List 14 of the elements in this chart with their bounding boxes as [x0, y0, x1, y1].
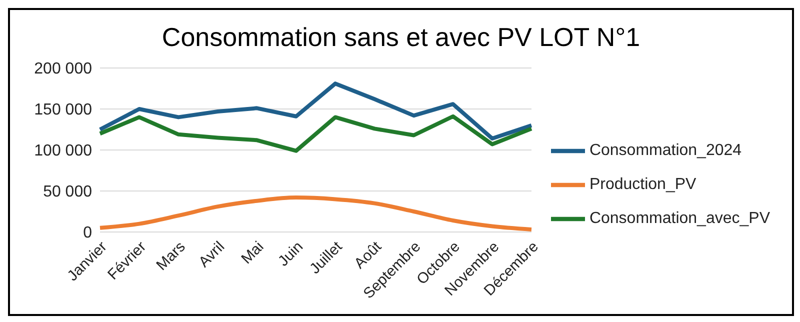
legend-label: Production_PV	[589, 176, 696, 194]
legend-label: Consommation_2024	[589, 142, 742, 160]
x-tick-label: Mai	[238, 238, 268, 268]
x-tick-label: Juin	[274, 238, 306, 270]
line-series	[98, 82, 534, 141]
y-tick-label: 0	[83, 224, 92, 242]
y-tick-label: 150 000	[34, 102, 92, 119]
chart-title: Consommation sans et avec PV LOT N°1	[160, 22, 642, 54]
y-tick-label: 200 000	[34, 60, 92, 78]
line-series	[98, 114, 534, 153]
line-series	[98, 196, 534, 232]
y-tick-label: 100 000	[34, 142, 92, 160]
legend-label: Consommation_avec_PV	[589, 210, 770, 228]
y-tick-label: 50 000	[43, 184, 92, 201]
